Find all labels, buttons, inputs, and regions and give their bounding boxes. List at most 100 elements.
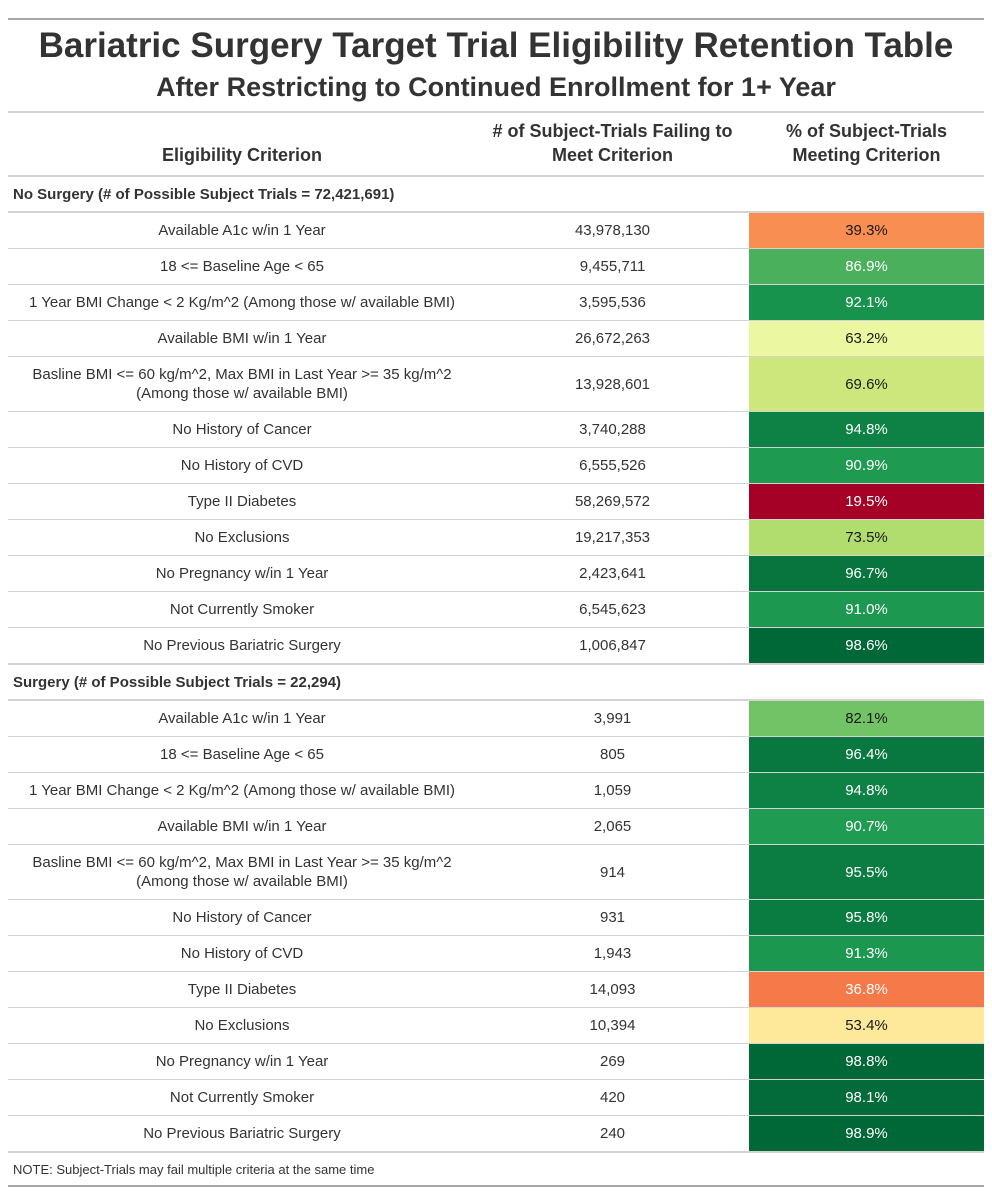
failing-count-cell: 1,006,847 <box>476 627 749 665</box>
eligibility-table: Eligibility Criterion # of Subject-Trial… <box>8 111 984 1179</box>
criterion-cell: 18 <= Baseline Age < 65 <box>8 736 476 773</box>
criterion-text: No History of CVD <box>180 457 304 474</box>
table-note: NOTE: Subject-Trials may fail multiple c… <box>13 1161 375 1177</box>
table-subtitle: After Restricting to Continued Enrollmen… <box>156 72 836 102</box>
table-row: Basline BMI <= 60 kg/m^2, Max BMI in Las… <box>8 844 984 900</box>
table-row: No Previous Bariatric Surgery 1,006,847 98… <box>8 627 984 665</box>
criterion-cell: No Pregnancy w/in 1 Year <box>8 555 476 592</box>
table-row: Type II Diabetes 58,269,572 19.5% <box>8 483 984 520</box>
bottom-rule <box>8 1185 984 1187</box>
percent-meeting-cell: 90.7% <box>749 808 984 845</box>
table-row: 1 Year BMI Change < 2 Kg/m^2 (Among thos… <box>8 772 984 809</box>
criterion-text: No Exclusions <box>194 1017 290 1034</box>
column-header-meeting-line1: % of Subject-Trials <box>785 121 948 141</box>
failing-count-cell: 240 <box>476 1115 749 1153</box>
percent-meeting-cell: 63.2% <box>749 320 984 357</box>
failing-count-cell: 269 <box>476 1043 749 1080</box>
criterion-text: No History of Cancer <box>172 421 312 438</box>
percent-meeting-cell: 86.9% <box>749 248 984 285</box>
percent-meeting-cell: 98.1% <box>749 1079 984 1116</box>
criterion-cell: Not Currently Smoker <box>8 1079 476 1116</box>
criterion-cell: 1 Year BMI Change < 2 Kg/m^2 (Among thos… <box>8 772 476 809</box>
criterion-text: No History of Cancer <box>172 909 312 926</box>
column-header-failing-line1: # of Subject-Trials Failing to <box>492 121 733 141</box>
criterion-cell: No History of Cancer <box>8 411 476 448</box>
criterion-cell: No Previous Bariatric Surgery <box>8 627 476 665</box>
table-row: 18 <= Baseline Age < 65 805 96.4% <box>8 736 984 773</box>
failing-count-cell: 1,943 <box>476 935 749 972</box>
table-row: Not Currently Smoker 6,545,623 91.0% <box>8 591 984 628</box>
percent-meeting-cell: 96.7% <box>749 555 984 592</box>
criterion-cell: Available A1c w/in 1 Year <box>8 700 476 737</box>
group-label: Surgery (# of Possible Subject Trials = … <box>8 664 984 701</box>
table-row: No History of Cancer 3,740,288 94.8% <box>8 411 984 448</box>
table-row: Available BMI w/in 1 Year 2,065 90.7% <box>8 808 984 845</box>
percent-meeting-cell: 73.5% <box>749 519 984 556</box>
criterion-cell: Type II Diabetes <box>8 971 476 1008</box>
criterion-cell: 18 <= Baseline Age < 65 <box>8 248 476 285</box>
failing-count-cell: 914 <box>476 844 749 900</box>
criterion-cell: No History of Cancer <box>8 899 476 936</box>
criterion-cell: Basline BMI <= 60 kg/m^2, Max BMI in Las… <box>8 844 476 900</box>
header-row: Eligibility Criterion # of Subject-Trial… <box>8 112 984 176</box>
failing-count-cell: 420 <box>476 1079 749 1116</box>
percent-meeting-cell: 91.0% <box>749 591 984 628</box>
table-row: No Pregnancy w/in 1 Year 269 98.8% <box>8 1043 984 1080</box>
note-row: NOTE: Subject-Trials may fail multiple c… <box>8 1152 984 1179</box>
percent-meeting-cell: 19.5% <box>749 483 984 520</box>
criterion-cell: No Exclusions <box>8 519 476 556</box>
failing-count-cell: 2,423,641 <box>476 555 749 592</box>
table-row: No History of CVD 1,943 91.3% <box>8 935 984 972</box>
group-header-row: No Surgery (# of Possible Subject Trials… <box>8 176 984 213</box>
criterion-text: Type II Diabetes <box>187 493 297 510</box>
column-header-criterion: Eligibility Criterion <box>161 145 322 165</box>
criterion-text: No Pregnancy w/in 1 Year <box>155 1053 329 1070</box>
criterion-cell: No History of CVD <box>8 447 476 484</box>
criterion-text: Available A1c w/in 1 Year <box>158 710 326 727</box>
criterion-text: Available A1c w/in 1 Year <box>158 222 326 239</box>
failing-count-cell: 6,555,526 <box>476 447 749 484</box>
failing-count-cell: 3,740,288 <box>476 411 749 448</box>
criterion-text: No Exclusions <box>194 529 290 546</box>
percent-meeting-cell: 92.1% <box>749 284 984 321</box>
percent-meeting-cell: 94.8% <box>749 411 984 448</box>
percent-meeting-cell: 95.5% <box>749 844 984 900</box>
criterion-text: 1 Year BMI Change < 2 Kg/m^2 (Among thos… <box>28 782 455 799</box>
percent-meeting-cell: 94.8% <box>749 772 984 809</box>
criterion-cell: No Previous Bariatric Surgery <box>8 1115 476 1153</box>
criterion-cell: No Pregnancy w/in 1 Year <box>8 1043 476 1080</box>
failing-count-cell: 43,978,130 <box>574 222 651 239</box>
percent-meeting-cell: 95.8% <box>749 899 984 936</box>
criterion-cell: Available BMI w/in 1 Year <box>8 808 476 845</box>
table-row: No History of CVD 6,555,526 90.9% <box>8 447 984 484</box>
percent-meeting-cell: 90.9% <box>749 447 984 484</box>
table-row: Not Currently Smoker 420 98.1% <box>8 1079 984 1116</box>
failing-count-cell: 3,595,536 <box>476 284 749 321</box>
percent-meeting-cell: 36.8% <box>749 971 984 1008</box>
table-body: No Surgery (# of Possible Subject Trials… <box>8 176 984 1153</box>
table-row: Available BMI w/in 1 Year 26,672,263 63.2% <box>8 320 984 357</box>
criterion-text-line2: (Among those w/ available BMI) <box>136 873 348 890</box>
criterion-text: No Previous Bariatric Surgery <box>143 1125 341 1142</box>
criterion-cell: Type II Diabetes <box>8 483 476 520</box>
group-label: No Surgery (# of Possible Subject Trials… <box>8 176 984 213</box>
table-row: No Previous Bariatric Surgery 240 98.9% <box>8 1115 984 1153</box>
criterion-cell: Available BMI w/in 1 Year <box>8 320 476 357</box>
retention-table-figure: Bariatric Surgery Target Trial Eligibili… <box>8 18 984 1187</box>
table-row: No Exclusions 19,217,353 73.5% <box>8 519 984 556</box>
criterion-text: No Previous Bariatric Surgery <box>143 637 341 654</box>
criterion-text: Basline BMI <= 60 kg/m^2, Max BMI in Las… <box>32 366 452 383</box>
top-rule <box>8 18 984 20</box>
table-row: No History of Cancer 931 95.8% <box>8 899 984 936</box>
criterion-text: 1 Year BMI Change < 2 Kg/m^2 (Among thos… <box>28 294 455 311</box>
failing-count-cell: 2,065 <box>476 808 749 845</box>
percent-meeting-cell: 98.8% <box>749 1043 984 1080</box>
criterion-text: No Pregnancy w/in 1 Year <box>155 565 329 582</box>
table-title: Bariatric Surgery Target Trial Eligibili… <box>38 26 954 65</box>
criterion-cell: Not Currently Smoker <box>8 591 476 628</box>
table-row: Available A1c w/in 1 Year 43,978,130 39.3% <box>8 212 984 249</box>
criterion-text: No History of CVD <box>180 945 304 962</box>
criterion-text: Basline BMI <= 60 kg/m^2, Max BMI in Las… <box>32 854 452 871</box>
criterion-text: 18 <= Baseline Age < 65 <box>160 746 324 763</box>
table-row: Basline BMI <= 60 kg/m^2, Max BMI in Las… <box>8 356 984 412</box>
